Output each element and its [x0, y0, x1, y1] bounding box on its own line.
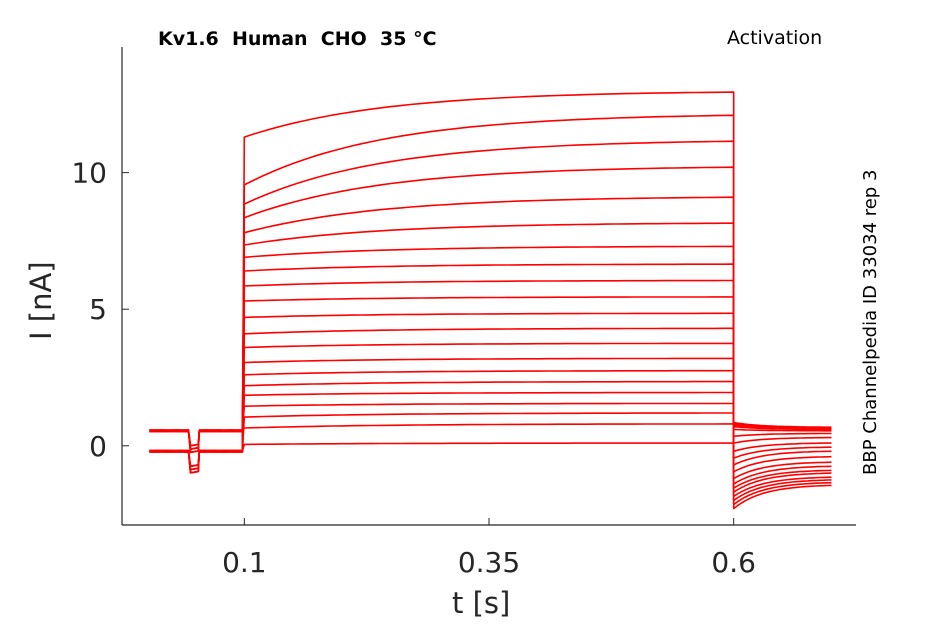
y-tick-label: 0 — [89, 430, 107, 463]
y-tick-label: 10 — [71, 157, 107, 190]
x-axis-label: t [s] — [452, 586, 511, 620]
current-trace — [149, 442, 832, 510]
current-trace — [149, 423, 832, 506]
x-axis-ticks: 0.1 0.35 0.6 — [222, 518, 756, 579]
current-trace — [149, 412, 832, 502]
current-trace — [149, 312, 832, 471]
y-axis-ticks: 0 5 10 — [71, 157, 129, 463]
current-trace — [149, 279, 832, 468]
current-trace — [149, 91, 832, 474]
current-trace — [149, 166, 832, 454]
y-tick-label: 5 — [89, 293, 107, 326]
current-trace — [149, 380, 832, 489]
current-trace — [149, 357, 832, 480]
source-label: BBP Channelpedia ID 33034 rep 3 — [860, 169, 881, 475]
axes — [121, 47, 856, 526]
y-axis-label: I [nA] — [24, 261, 58, 340]
chart-title: Kv1.6 Human CHO 35 °C — [158, 28, 437, 50]
current-trace — [149, 263, 832, 450]
protocol-label: Activation — [727, 27, 823, 49]
x-tick-label: 0.6 — [711, 546, 756, 579]
current-trace — [149, 114, 832, 450]
current-traces — [149, 91, 832, 510]
x-tick-label: 0.35 — [458, 546, 520, 579]
x-tick-label: 0.1 — [222, 546, 267, 579]
